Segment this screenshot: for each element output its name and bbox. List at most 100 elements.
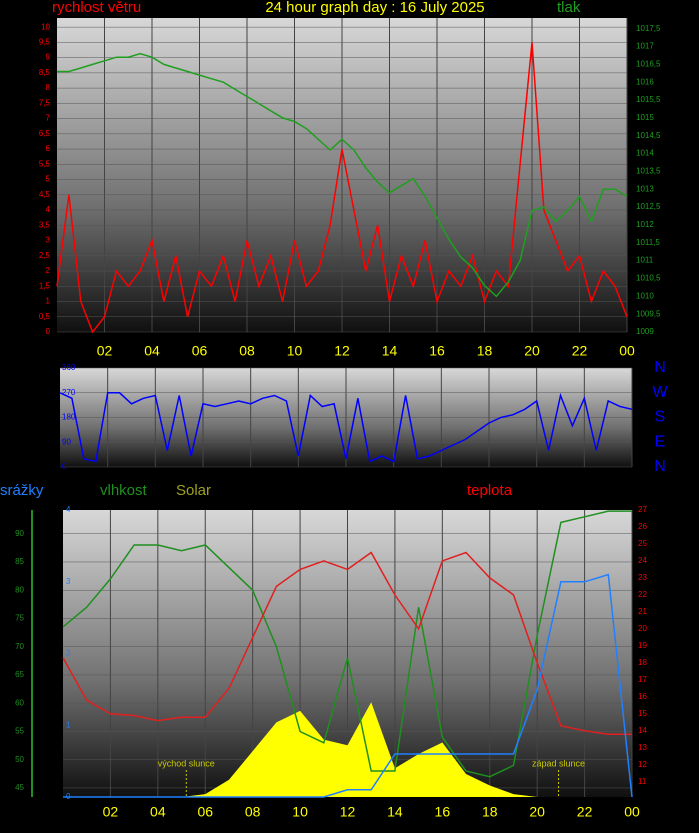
y-tick-label: 75 bbox=[15, 614, 24, 623]
y-tick-label: 1,5 bbox=[39, 281, 51, 290]
y-tick-label: 6 bbox=[46, 144, 51, 153]
y-tick-label: 1011 bbox=[636, 256, 654, 265]
y-tick-label: 70 bbox=[15, 642, 24, 651]
y-tick-label: 0 bbox=[62, 462, 67, 471]
y-tick-label: 13 bbox=[638, 743, 647, 752]
y-tick-label: 1017,5 bbox=[636, 24, 661, 33]
axis-title: srážky bbox=[0, 482, 44, 499]
x-tick-label: 02 bbox=[103, 804, 119, 820]
line bbox=[63, 573, 633, 798]
y-tick-label: 1015,5 bbox=[636, 95, 661, 104]
axis-title: vlhkost bbox=[100, 482, 148, 499]
y-tick-label: 1009 bbox=[636, 327, 654, 336]
x-tick-label: 22 bbox=[577, 804, 593, 820]
annotation: východ slunce bbox=[158, 758, 215, 768]
y-tick-label: 8 bbox=[46, 83, 51, 92]
y-tick-label: 20 bbox=[638, 624, 647, 633]
y-tick-label: 4 bbox=[46, 205, 51, 214]
y-tick-label: 1016 bbox=[636, 77, 654, 86]
y-tick-label: 1013 bbox=[636, 184, 654, 193]
y-tick-label: 60 bbox=[15, 698, 24, 707]
x-tick-label: 00 bbox=[624, 804, 640, 820]
y-tick-label: 14 bbox=[638, 726, 647, 735]
y-tick-label: 360 bbox=[62, 363, 76, 372]
y-tick-label: 16 bbox=[638, 692, 647, 701]
y-tick-label: 12 bbox=[638, 760, 647, 769]
y-tick-label: 4,5 bbox=[39, 190, 51, 199]
y-tick-label: 3,5 bbox=[39, 220, 51, 229]
x-tick-label: 18 bbox=[477, 343, 493, 359]
y-tick-label: 1014 bbox=[636, 149, 654, 158]
x-tick-label: 04 bbox=[144, 343, 160, 359]
y-tick-label: 7,5 bbox=[39, 98, 51, 107]
y-tick-label: 17 bbox=[638, 675, 647, 684]
x-tick-label: 16 bbox=[429, 343, 445, 359]
y-tick-label: N bbox=[654, 458, 666, 475]
y-tick-label: 1 bbox=[66, 720, 71, 729]
y-tick-label: 1013,5 bbox=[636, 167, 661, 176]
x-tick-label: 06 bbox=[197, 804, 213, 820]
line bbox=[62, 551, 632, 735]
y-tick-label: 45 bbox=[15, 783, 24, 792]
y-tick-label: 11 bbox=[638, 777, 647, 786]
line bbox=[56, 42, 628, 334]
y-tick-label: 9 bbox=[46, 53, 51, 62]
y-tick-label: 27 bbox=[638, 505, 647, 514]
x-tick-label: 20 bbox=[529, 804, 545, 820]
y-tick-label: 26 bbox=[638, 522, 647, 531]
y-tick-label: 7 bbox=[46, 114, 51, 123]
y-tick-label: 0 bbox=[46, 327, 51, 336]
x-tick-label: 08 bbox=[245, 804, 261, 820]
y-tick-label: 1014,5 bbox=[636, 131, 661, 140]
x-tick-label: 12 bbox=[334, 343, 350, 359]
y-tick-label: 1010,5 bbox=[636, 274, 661, 283]
y-tick-label: 23 bbox=[638, 573, 647, 582]
y-tick-label: 25 bbox=[638, 539, 647, 548]
x-tick-label: 10 bbox=[292, 804, 308, 820]
x-tick-label: 14 bbox=[382, 343, 398, 359]
x-tick-label: 14 bbox=[387, 804, 403, 820]
axis-title: tlak bbox=[557, 0, 581, 16]
axis-title: rychlost větru bbox=[52, 0, 141, 16]
y-tick-label: 10 bbox=[41, 22, 50, 31]
y-tick-label: 55 bbox=[15, 727, 24, 736]
y-tick-label: 24 bbox=[638, 556, 647, 565]
axis-title: Solar bbox=[176, 482, 211, 499]
x-tick-label: 10 bbox=[287, 343, 303, 359]
y-tick-label: 15 bbox=[638, 709, 647, 718]
y-tick-label: 90 bbox=[62, 437, 71, 446]
x-tick-label: 06 bbox=[192, 343, 208, 359]
x-tick-label: 22 bbox=[572, 343, 588, 359]
x-tick-label: 02 bbox=[97, 343, 113, 359]
y-tick-label: 3 bbox=[66, 577, 71, 586]
y-tick-label: 21 bbox=[638, 607, 647, 616]
y-tick-label: 1010 bbox=[636, 291, 654, 300]
y-tick-label: 270 bbox=[62, 388, 76, 397]
area bbox=[63, 702, 632, 797]
y-tick-label: E bbox=[655, 433, 666, 450]
y-tick-label: 19 bbox=[638, 641, 647, 650]
y-tick-label: 85 bbox=[15, 557, 24, 566]
y-tick-label: 1012,5 bbox=[636, 202, 661, 211]
chart-title: 24 hour graph day : 16 July 2025 bbox=[265, 0, 484, 16]
y-tick-label: 9,5 bbox=[39, 37, 51, 46]
line bbox=[59, 392, 633, 463]
x-tick-label: 04 bbox=[150, 804, 166, 820]
y-tick-label: S bbox=[655, 409, 666, 426]
annotation: západ slunce bbox=[532, 758, 585, 768]
y-tick-label: N bbox=[654, 359, 666, 376]
y-tick-label: 8,5 bbox=[39, 68, 51, 77]
y-tick-label: 1009,5 bbox=[636, 309, 661, 318]
y-tick-label: 50 bbox=[15, 755, 24, 764]
y-tick-label: 1 bbox=[46, 297, 51, 306]
y-tick-label: 3 bbox=[46, 236, 51, 245]
y-tick-label: 2 bbox=[46, 266, 51, 275]
y-tick-label: W bbox=[652, 384, 668, 401]
x-tick-label: 16 bbox=[435, 804, 451, 820]
y-tick-label: 180 bbox=[62, 413, 76, 422]
y-tick-label: 2,5 bbox=[39, 251, 51, 260]
y-tick-label: 1017 bbox=[636, 42, 654, 51]
line bbox=[57, 52, 628, 298]
x-tick-label: 18 bbox=[482, 804, 498, 820]
y-tick-label: 5 bbox=[46, 175, 51, 184]
